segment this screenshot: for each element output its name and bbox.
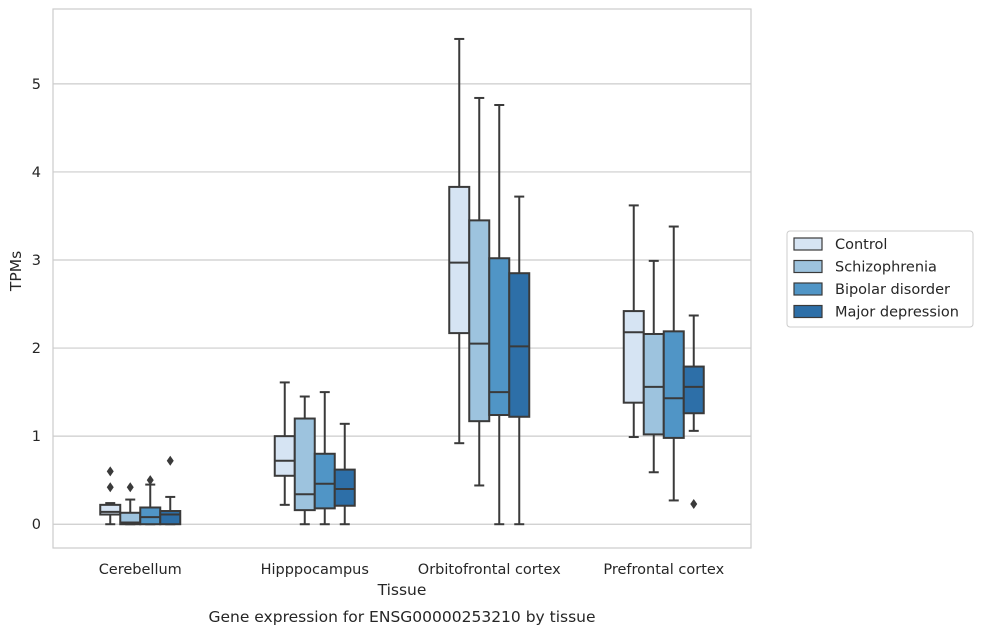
legend-item-schizophrenia: Schizophrenia [793,259,937,276]
legend-item-bipolar-disorder: Bipolar disorder [793,282,950,298]
y-axis-label: TPMs [7,251,25,292]
box-body [468,219,491,423]
boxes [99,37,705,526]
legend-label: Bipolar disorder [835,282,950,298]
outlier-point [690,498,698,509]
legend-item-major-depression: Major depression [793,304,959,321]
outlier-point [166,455,174,466]
gridlines [53,83,751,525]
legend-swatch [793,282,823,296]
legend-frame [786,230,974,328]
box-cerebellum-bipolar-disorder [139,475,162,526]
box-body [333,468,356,507]
x-tick-labels: Cerebellum Hipppocampus Orbitofrontal cort… [99,562,725,578]
y-tick-label-5: 5 [32,77,41,93]
x-axis-label: Tissue [377,581,427,599]
box-body [448,185,471,335]
box-body [139,506,162,526]
outlier-point [106,482,114,493]
box-body [662,330,685,439]
box-hipppocampus-bipolar-disorder [313,391,336,526]
legend-swatch [793,259,823,274]
box-body [273,435,296,477]
box-hipppocampus-schizophrenia [293,395,316,526]
box-orbitofrontal-cortex-major-depression [508,195,531,526]
legend-swatch [793,304,823,319]
outlier-point [146,475,154,486]
legend-item-control: Control [793,237,887,253]
box-orbitofrontal-cortex-schizophrenia [468,96,491,487]
box-cerebellum-major-depression [159,455,182,526]
legend-swatch [793,237,823,251]
legend-entries: Control Schizophrenia Bipolar disorder Majo… [793,237,959,321]
y-tick-labels: 0 1 2 3 4 5 [32,77,41,533]
box-cerebellum-control [99,466,122,526]
legend: Control Schizophrenia Bipolar disorder Majo… [786,230,974,328]
outlier-point [126,482,134,493]
box-prefrontal-cortex-major-depression [682,314,705,509]
x-tick-label-orbitofrontal-cortex: Orbitofrontal cortex [418,562,561,578]
x-tick-label-cerebellum: Cerebellum [99,562,182,578]
x-tick-label-hipppocampus: Hipppocampus [261,562,369,578]
box-body [642,332,665,436]
x-tick-label-prefrontal-cortex: Prefrontal cortex [603,562,724,578]
y-tick-label-2: 2 [32,341,41,357]
y-tick-label-3: 3 [32,253,41,269]
legend-label: Schizophrenia [835,260,937,276]
outlier-point [106,466,114,477]
box-body [99,503,122,516]
box-body [293,417,316,512]
box-body [682,365,705,415]
box-body [159,510,182,526]
chart-caption: Gene expression for ENSG00000253210 by t… [208,608,595,626]
box-body [622,310,645,404]
legend-label: Control [835,237,887,253]
box-orbitofrontal-cortex-control [448,37,471,445]
box-cerebellum-schizophrenia [119,482,142,526]
box-hipppocampus-major-depression [333,422,356,526]
y-tick-label-4: 4 [32,165,41,181]
box-prefrontal-cortex-schizophrenia [642,259,665,474]
legend-label: Major depression [835,305,959,321]
box-body [508,272,531,418]
box-body [313,452,336,510]
y-tick-label-0: 0 [32,517,41,533]
plot-area [52,8,752,549]
y-tick-label-1: 1 [32,429,41,445]
